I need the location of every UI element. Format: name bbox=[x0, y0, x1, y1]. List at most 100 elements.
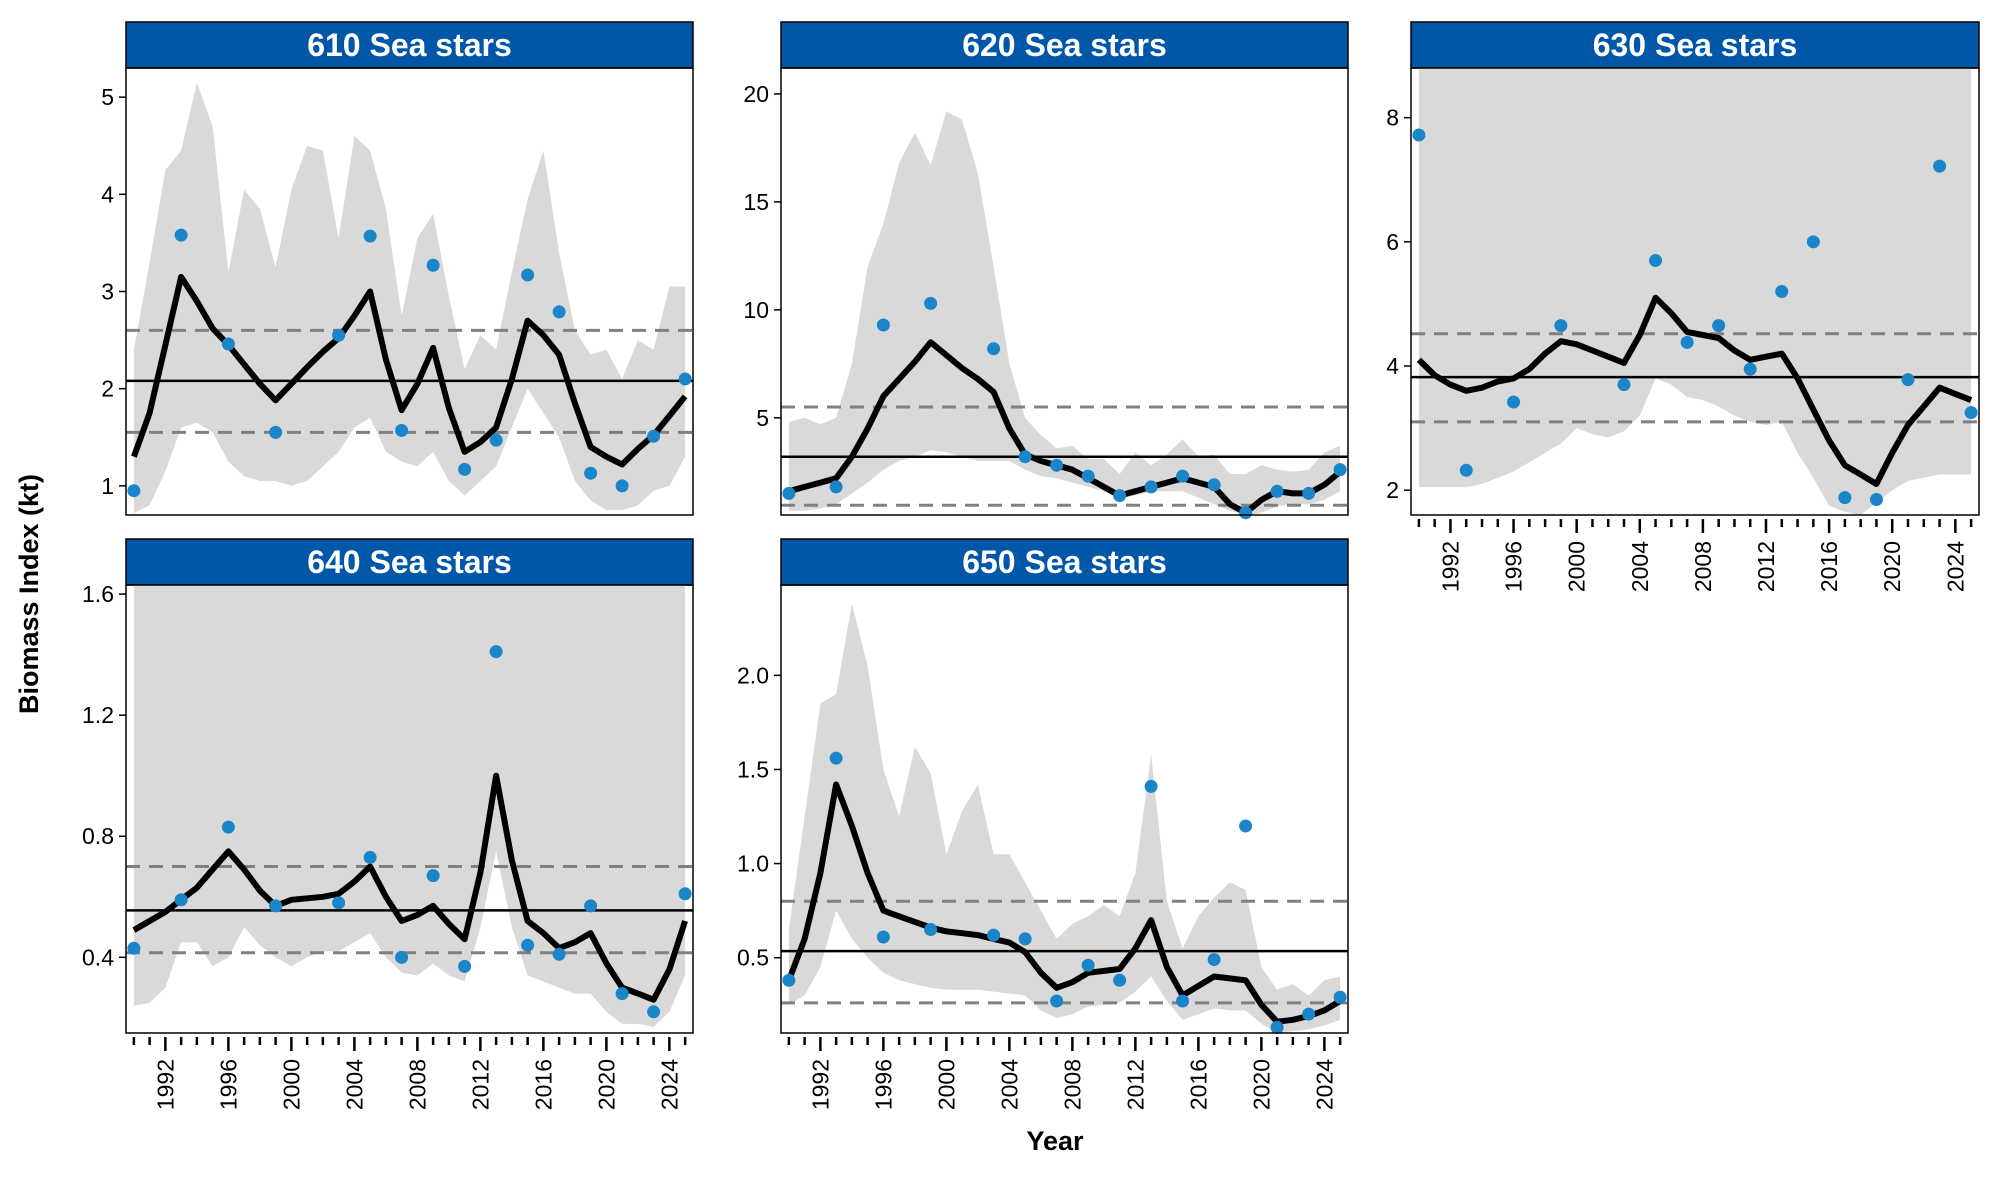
survey-point bbox=[678, 887, 692, 901]
survey-point bbox=[1333, 463, 1347, 477]
x-tick-label: 2016 bbox=[1185, 1059, 1211, 1110]
x-axis-title: Year bbox=[1026, 1126, 1084, 1156]
x-tick-label: 2016 bbox=[1816, 541, 1842, 592]
survey-point bbox=[269, 899, 283, 913]
panel-border bbox=[125, 584, 694, 1034]
x-tick-label: 2020 bbox=[1879, 541, 1905, 592]
survey-point bbox=[1270, 1020, 1284, 1034]
x-tick-label: 2008 bbox=[1059, 1059, 1085, 1110]
survey-point bbox=[1869, 492, 1883, 506]
plot-area bbox=[1411, 68, 1979, 515]
y-tick-label: 0.5 bbox=[737, 945, 769, 971]
x-tick-label: 1992 bbox=[152, 1059, 178, 1110]
survey-point bbox=[363, 229, 377, 243]
x-tick-label: 2024 bbox=[656, 1059, 682, 1110]
survey-point bbox=[782, 486, 796, 500]
survey-point bbox=[363, 850, 377, 864]
survey-point bbox=[426, 258, 440, 272]
x-tick-label: 2012 bbox=[467, 1059, 493, 1110]
survey-point bbox=[332, 328, 346, 342]
survey-point bbox=[924, 922, 938, 936]
y-tick-label: 20 bbox=[743, 81, 769, 107]
survey-point bbox=[1838, 491, 1852, 505]
plot-area bbox=[126, 585, 693, 1027]
survey-point bbox=[1081, 469, 1095, 483]
x-tick-label: 2004 bbox=[1627, 541, 1653, 592]
y-tick-label: 2 bbox=[1386, 477, 1399, 503]
survey-point bbox=[1239, 506, 1253, 520]
x-tick-label: 2012 bbox=[1122, 1059, 1148, 1110]
y-tick-label: 1.5 bbox=[737, 756, 769, 782]
y-tick-label: 5 bbox=[101, 84, 114, 110]
survey-point bbox=[876, 930, 890, 944]
x-tick-label: 2008 bbox=[1690, 541, 1716, 592]
x-tick-label: 2000 bbox=[933, 1059, 959, 1110]
survey-point bbox=[1018, 450, 1032, 464]
trend-line bbox=[132, 772, 688, 1003]
survey-point bbox=[829, 480, 843, 494]
survey-point bbox=[1207, 478, 1221, 492]
panel-strip bbox=[125, 21, 694, 69]
trend-line bbox=[786, 781, 1342, 1025]
panel-border bbox=[780, 584, 1349, 1034]
x-tick-label: 2016 bbox=[530, 1059, 556, 1110]
survey-point bbox=[458, 959, 472, 973]
survey-point bbox=[615, 479, 629, 493]
y-tick-label: 0.8 bbox=[82, 823, 114, 849]
survey-point bbox=[1743, 362, 1757, 376]
y-tick-label: 1 bbox=[101, 473, 114, 499]
survey-point bbox=[1901, 373, 1915, 387]
survey-point bbox=[174, 228, 188, 242]
y-tick-label: 1.0 bbox=[737, 851, 769, 877]
survey-point bbox=[1113, 973, 1127, 987]
survey-point bbox=[987, 342, 1001, 356]
survey-point bbox=[584, 466, 598, 480]
x-tick-label: 2020 bbox=[1248, 1059, 1274, 1110]
panel-strip bbox=[780, 21, 1349, 69]
panel-title: 620 Sea stars bbox=[962, 27, 1167, 63]
panel-2: 620 Sea stars 5 10 15 20 bbox=[743, 21, 1349, 520]
x-tick-label: 2004 bbox=[996, 1059, 1022, 1110]
survey-point bbox=[1302, 1007, 1316, 1021]
x-tick-label: 2008 bbox=[404, 1059, 430, 1110]
survey-point bbox=[269, 425, 283, 439]
panel-strip bbox=[125, 538, 694, 586]
survey-point bbox=[489, 645, 503, 659]
panel-border bbox=[1410, 67, 1980, 516]
chart-panels: 610 Sea stars 1 2 3 4 5 620 Sea stars 5 10 15 20 63… bbox=[82, 21, 1980, 1110]
survey-point bbox=[1775, 285, 1789, 298]
confidence-ribbon bbox=[788, 603, 1341, 1033]
survey-point bbox=[584, 899, 598, 913]
panel-title: 630 Sea stars bbox=[1593, 27, 1798, 63]
x-tick-label: 2012 bbox=[1753, 541, 1779, 592]
confidence-ribbon bbox=[1418, 68, 1972, 515]
x-tick-label: 2000 bbox=[1564, 541, 1590, 592]
trend-line bbox=[1416, 294, 1973, 487]
y-tick-label: 8 bbox=[1386, 105, 1399, 131]
survey-point bbox=[395, 950, 409, 964]
survey-point bbox=[521, 938, 535, 952]
survey-point bbox=[647, 1005, 661, 1019]
confidence-ribbon bbox=[133, 585, 686, 1027]
y-tick-label: 6 bbox=[1386, 229, 1399, 255]
survey-point bbox=[829, 751, 843, 765]
y-tick-label: 5 bbox=[756, 405, 769, 431]
survey-point bbox=[1649, 253, 1663, 267]
survey-point bbox=[1617, 378, 1631, 392]
survey-point bbox=[458, 462, 472, 476]
survey-point bbox=[174, 893, 188, 907]
survey-point bbox=[1507, 395, 1521, 409]
survey-point bbox=[924, 296, 938, 310]
x-tick-label: 1992 bbox=[807, 1059, 833, 1110]
survey-point bbox=[678, 372, 692, 386]
plot-area bbox=[781, 603, 1348, 1033]
y-tick-label: 15 bbox=[743, 189, 769, 215]
survey-point bbox=[1806, 235, 1820, 249]
panel-strip bbox=[1410, 21, 1980, 69]
survey-point bbox=[1018, 932, 1032, 946]
survey-point bbox=[615, 987, 629, 1001]
y-tick-label: 4 bbox=[1386, 353, 1399, 379]
panel-border bbox=[780, 67, 1349, 516]
survey-point bbox=[1176, 994, 1190, 1008]
survey-point bbox=[1554, 319, 1568, 333]
